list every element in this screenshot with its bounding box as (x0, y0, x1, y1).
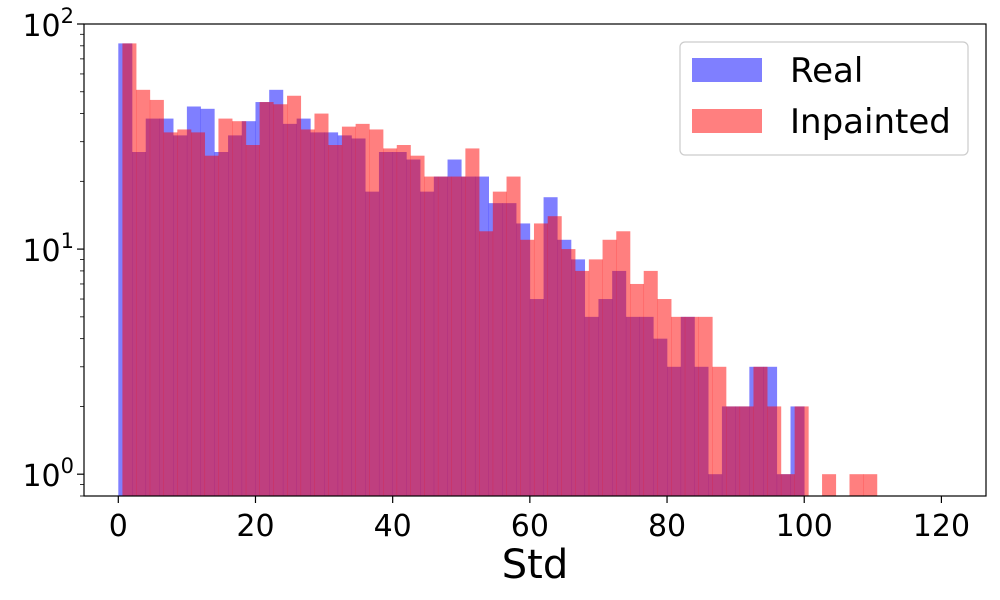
histogram-bar-inpainted (341, 126, 356, 496)
histogram-bar-inpainted (863, 474, 878, 496)
plot-area-frame (83, 23, 987, 497)
histogram-bar-inpainted (780, 474, 795, 496)
histogram-bar-inpainted (575, 270, 590, 496)
histogram-bar-inpainted (245, 145, 260, 496)
histogram-bar-inpainted (232, 121, 247, 496)
histogram-bar-inpainted (465, 148, 480, 496)
histogram-bar-inpainted (739, 406, 754, 496)
histogram-bar-inpainted (547, 216, 562, 496)
histogram-bar-inpainted (437, 176, 452, 496)
histogram-bar-inpainted (259, 102, 274, 496)
y-tick-label: 102 (22, 4, 74, 44)
legend: Real Inpainted (679, 41, 969, 156)
histogram-bar-inpainted (328, 145, 343, 496)
legend-label-inpainted: Inpainted (790, 102, 951, 142)
x-tick-label: 100 (776, 509, 833, 544)
x-tick-label: 0 (109, 509, 128, 544)
histogram-bar-inpainted (149, 99, 164, 496)
x-axis-title: Std (502, 542, 568, 588)
histogram-bar-inpainted (163, 132, 178, 496)
histogram-bar-inpainted (177, 129, 192, 496)
histogram-bar-inpainted (630, 283, 645, 496)
histogram-bar-inpainted (657, 299, 672, 496)
histogram-bar-inpainted (822, 474, 837, 496)
histogram-bar-inpainted (753, 366, 768, 496)
histogram-bar-inpainted (561, 249, 576, 496)
histogram-bar-inpainted (602, 239, 617, 496)
histogram-bar-inpainted (300, 129, 315, 496)
x-tick-label: 120 (913, 509, 970, 544)
histogram-bar-inpainted (273, 104, 288, 496)
histogram-bar-inpainted (849, 474, 864, 496)
histogram-bar-inpainted (369, 129, 384, 496)
histogram-bar-inpainted (767, 406, 782, 496)
histogram-bar-inpainted (671, 316, 686, 496)
histogram-bar-inpainted (794, 406, 809, 496)
histogram-bar-inpainted (136, 89, 151, 496)
histogram-bar-inpainted (492, 191, 507, 496)
histogram-bar-inpainted (424, 176, 439, 496)
histogram-bar-inpainted (588, 259, 603, 496)
histogram-bar-inpainted (712, 366, 727, 496)
histogram-bar-inpainted (218, 118, 233, 496)
histogram-bar-inpainted (520, 239, 535, 496)
legend-swatch-real (692, 58, 762, 82)
histogram-bar-inpainted (451, 176, 466, 496)
histogram-bar-inpainted (355, 123, 370, 497)
x-tick-label: 60 (511, 509, 549, 544)
histogram-bar-inpainted (643, 270, 658, 496)
series-inpainted-bars (122, 43, 878, 497)
histogram-bar-inpainted (533, 223, 548, 496)
y-tick-label: 100 (22, 454, 74, 494)
histogram-bar-inpainted (616, 231, 631, 496)
legend-swatch-inpainted (692, 109, 762, 133)
histogram-bar-inpainted (506, 176, 521, 496)
y-axis: 100 101 102 (22, 4, 84, 497)
histogram-bar-inpainted (410, 155, 425, 496)
histogram-bar-inpainted (383, 148, 398, 496)
x-tick-label: 20 (236, 509, 274, 544)
histogram-bar-inpainted (204, 155, 219, 496)
histogram-bar-inpainted (479, 231, 494, 496)
histogram-bar-inpainted (191, 132, 206, 496)
histogram-bar-inpainted (122, 43, 137, 497)
x-axis: 0 20 40 60 80 100 120 (109, 496, 970, 544)
histogram-bar-inpainted (698, 316, 713, 496)
histogram-bar-inpainted (314, 113, 329, 496)
histogram-bar-inpainted (287, 95, 302, 496)
x-tick-label: 80 (648, 509, 686, 544)
histogram-bar-inpainted (684, 316, 699, 496)
x-tick-label: 40 (374, 509, 412, 544)
y-tick-label: 101 (22, 229, 74, 269)
histogram-bar-inpainted (396, 145, 411, 496)
legend-label-real: Real (790, 51, 863, 91)
histogram-bar-inpainted (726, 406, 741, 496)
